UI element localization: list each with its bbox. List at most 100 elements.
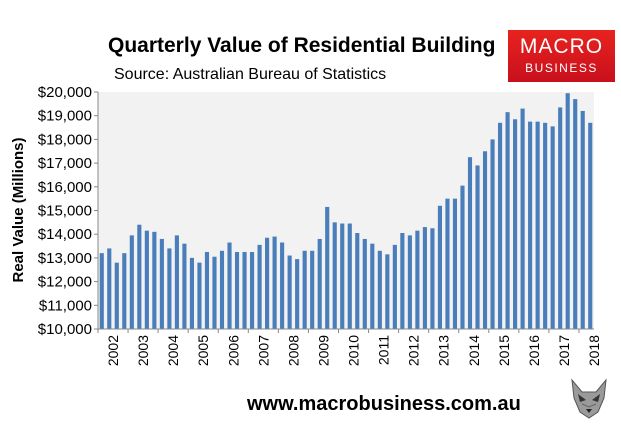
x-tick-label: 2009 [315,335,331,366]
bar [137,224,142,329]
bar [99,253,104,329]
x-tick-label: 2008 [285,335,301,366]
bar [528,121,533,330]
bar [355,233,360,329]
bar [377,250,382,329]
bar [347,223,352,329]
bar [219,250,225,329]
bar [242,251,247,329]
x-tick-label: 2002 [105,335,121,366]
bar [144,230,149,329]
bar [332,222,337,329]
x-tick-label: 2018 [586,335,602,366]
logo-line2: BUSINESS [525,61,598,75]
bar [467,157,473,329]
bar [580,110,585,330]
x-tick-label: 2012 [406,335,422,366]
bar [452,198,458,329]
bar [445,198,450,329]
bar [430,228,435,329]
footer-url: www.macrobusiness.com.au [247,393,521,415]
bar [362,238,367,329]
y-tick-label: $14,000 [38,226,92,243]
bar [407,235,412,329]
y-axis-label: Real Value (Millions) [10,137,27,282]
y-tick-label: $17,000 [38,155,92,172]
bar [287,255,292,329]
x-tick-label: 2004 [165,335,181,366]
bar [520,108,525,329]
bar [272,236,277,329]
bar-chart: $10,000 $11,000 $12,000 $13,000 $14,000 $15,0… [10,84,602,366]
bar [234,251,240,329]
bar [588,122,593,329]
bar [385,254,390,329]
bar [415,230,420,329]
chart-subtitle: Source: Australian Bureau of Statistics [114,66,387,83]
bar [392,244,397,329]
bar [189,257,194,329]
bar [174,235,179,329]
x-tick-label: 2015 [496,335,512,366]
bar [295,259,300,329]
y-tick-label: $18,000 [38,131,92,148]
bar-series [99,93,593,330]
bar [197,262,202,329]
logo-line1: MACRO [519,35,604,58]
bar [265,237,270,329]
bar [482,151,488,329]
bar [204,251,210,329]
bar [513,119,518,329]
y-tick-label: $13,000 [38,250,92,267]
bar [497,122,503,329]
bar [114,262,119,329]
y-tick-label: $11,000 [39,297,92,314]
bar [107,248,112,329]
bar [182,243,187,329]
bar [535,121,540,330]
bar [437,205,442,329]
bar [212,256,217,329]
macrobusiness-logo: MACRO BUSINESS [508,30,615,82]
bar [129,235,134,329]
bar [159,238,164,329]
x-tick-label: 2014 [466,335,482,366]
bar [325,206,330,329]
bar [167,248,172,329]
y-tick-label: $10,000 [38,321,92,338]
y-axis-ticks: $10,000 $11,000 $12,000 $13,000 $14,000 $15,0… [38,84,98,338]
y-tick-label: $12,000 [38,274,92,291]
x-tick-label: 2007 [255,335,271,366]
bar [302,250,307,329]
bar [558,107,563,329]
x-tick-label: 2005 [195,335,211,366]
bar [490,139,495,329]
y-tick-label: $19,000 [38,108,92,125]
bar [310,250,315,329]
bar [550,126,555,330]
x-tick-label: 2003 [135,335,151,366]
bar [249,251,255,329]
bar [475,165,480,329]
bar [152,231,157,329]
bar [340,223,345,329]
bar [227,242,232,329]
x-tick-label: 2011 [376,335,392,365]
bar [122,253,127,329]
x-tick-label: 2017 [556,335,572,366]
bar [280,242,285,329]
x-tick-label: 2013 [436,335,452,366]
y-tick-label: $16,000 [38,179,92,196]
bar [543,122,548,329]
x-tick-label: 2016 [526,335,542,366]
chart-title: Quarterly Value of Residential Building [108,34,496,57]
bar [505,112,510,329]
bar [565,93,570,329]
bar [370,243,375,329]
bar [460,185,465,329]
bar [422,227,427,329]
bar [257,244,262,329]
bar [317,238,322,329]
wolf-logo-icon [566,376,612,422]
x-tick-label: 2010 [346,335,362,366]
